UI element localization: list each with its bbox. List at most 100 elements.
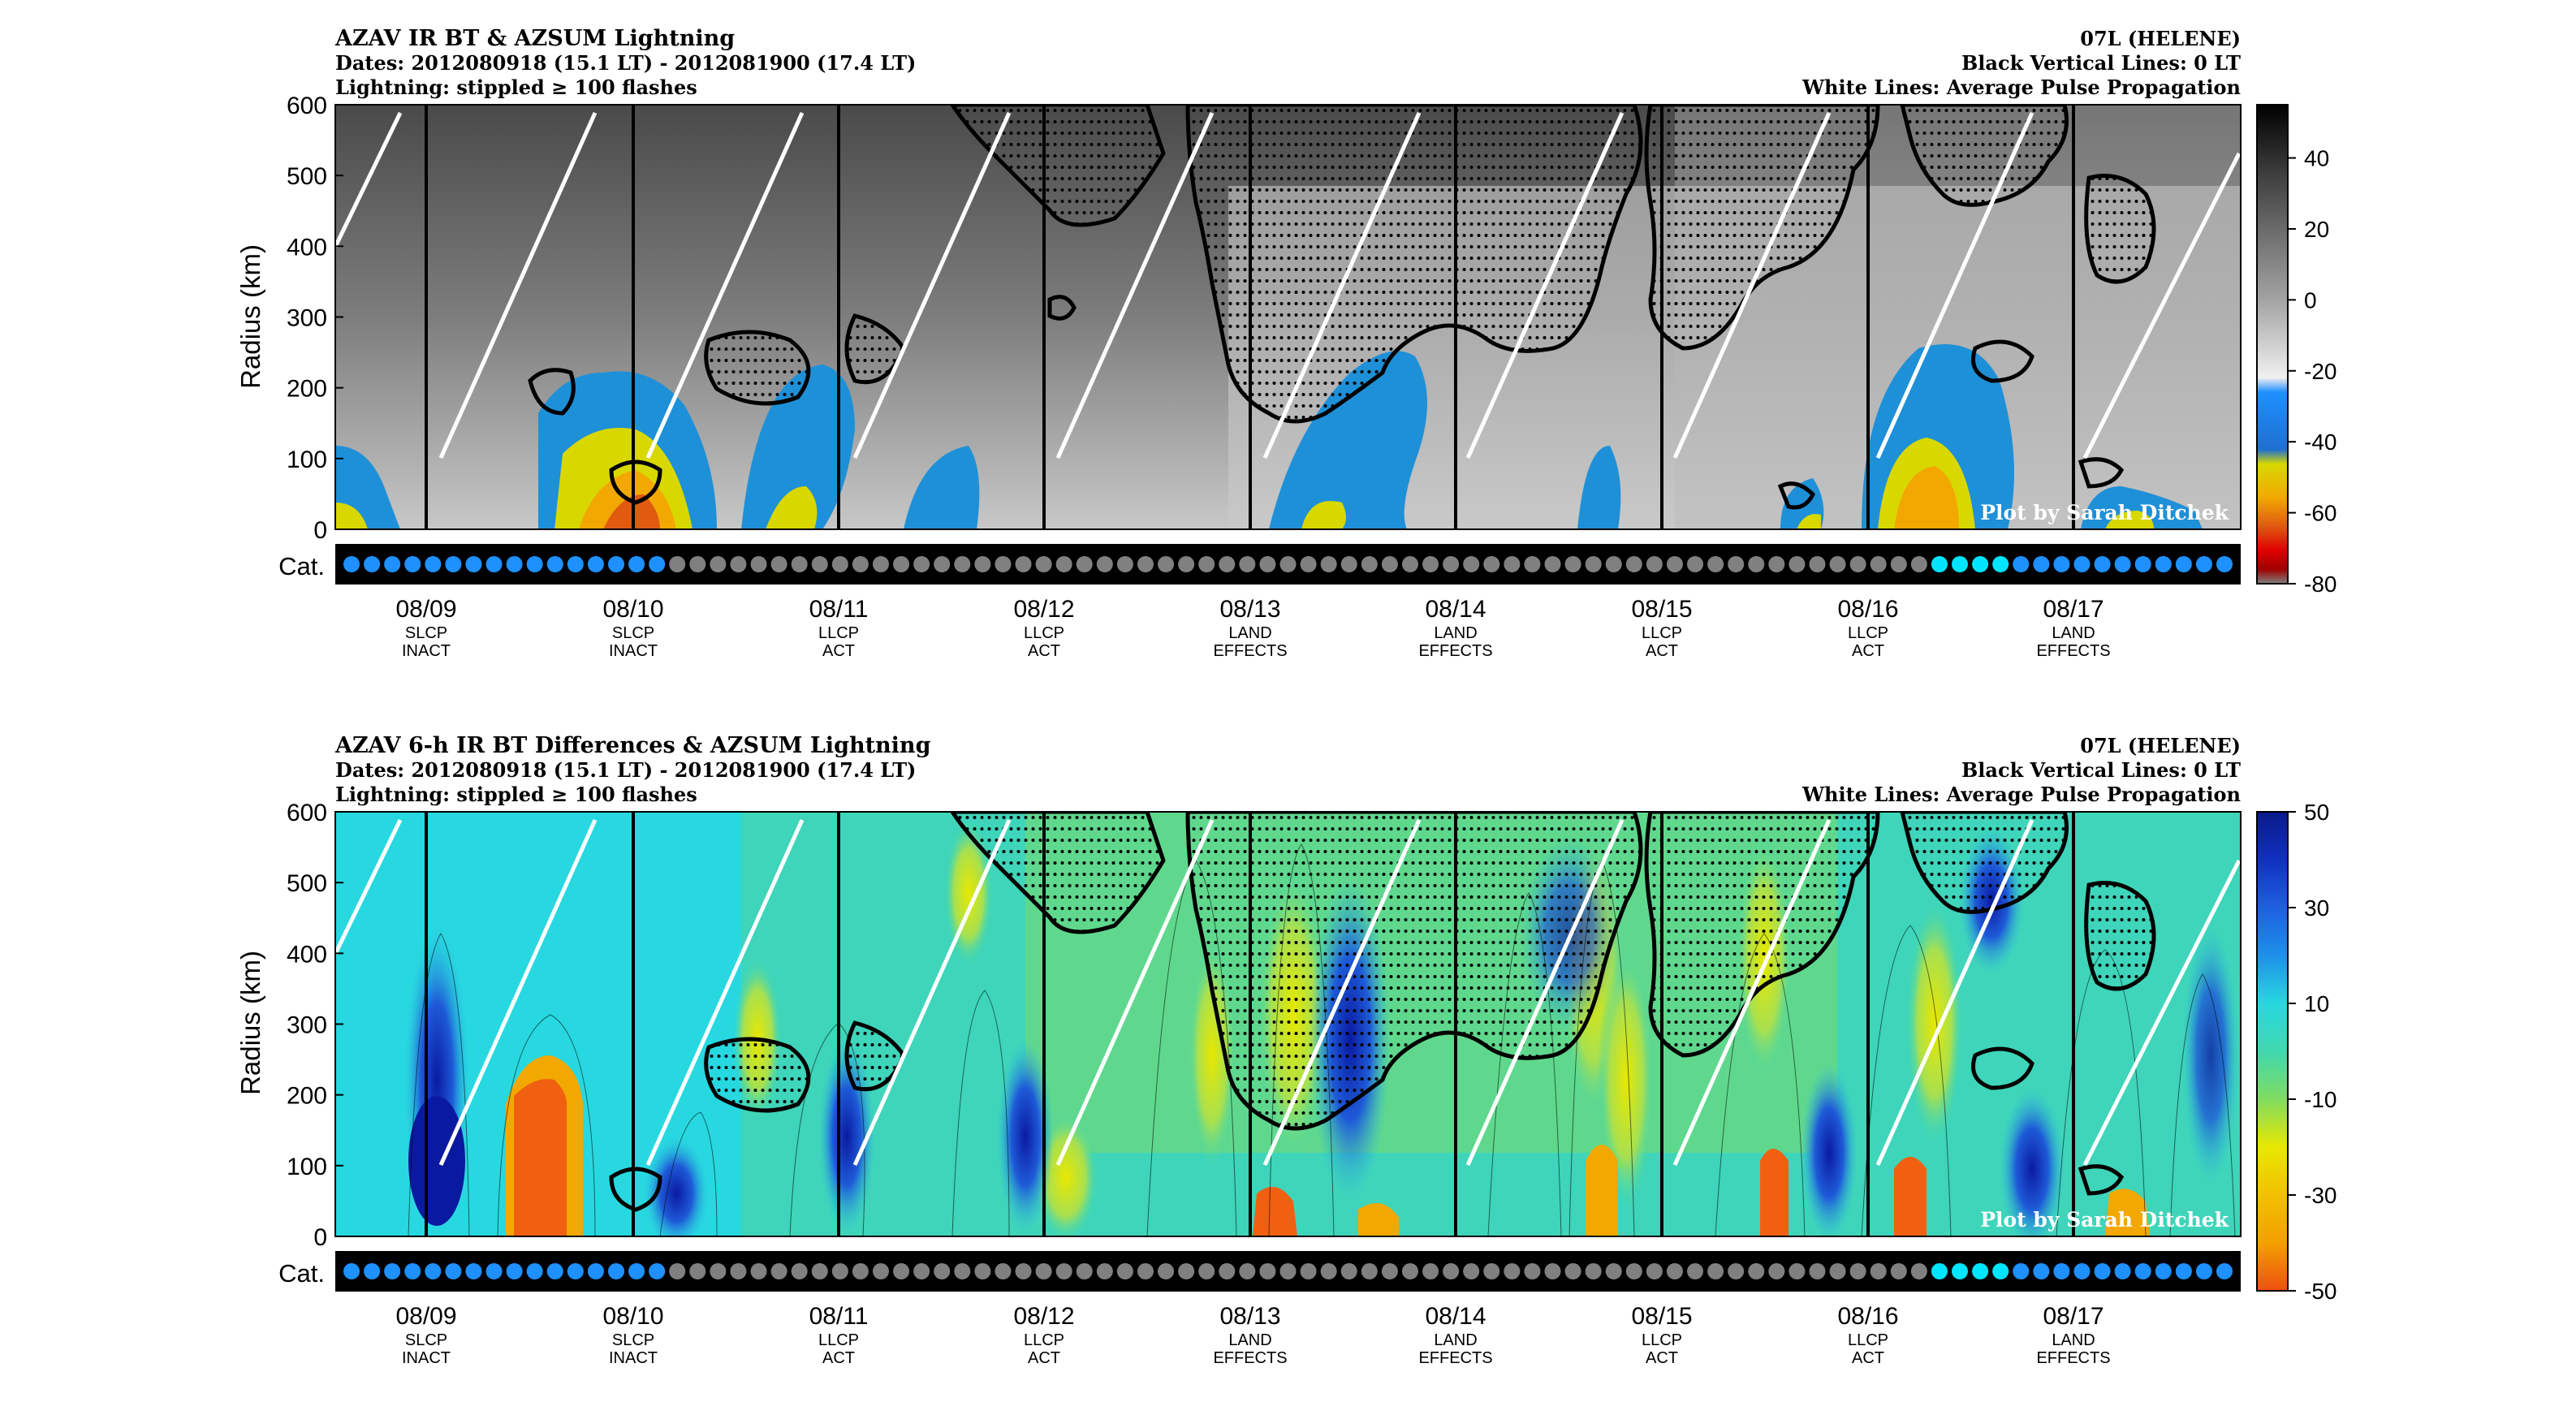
- category-dot: [730, 1263, 747, 1279]
- category-dot: [1585, 1263, 1602, 1279]
- category-dot: [2094, 556, 2111, 572]
- category-dot: [1829, 1263, 1846, 1279]
- category-dot: [425, 556, 442, 572]
- category-dot: [1931, 1263, 1948, 1279]
- category-dot: [1707, 1263, 1724, 1279]
- xtick-label: 08/12: [1013, 1303, 1074, 1330]
- category-dot: [995, 1263, 1012, 1279]
- xtick-sublabel-2: ACT: [822, 1349, 855, 1367]
- ytick-label: 100: [287, 446, 327, 473]
- category-dot: [934, 1263, 951, 1279]
- category-dot: [526, 1263, 543, 1279]
- category-dot: [1401, 556, 1418, 572]
- panel-2-yticks: 0 100 200 300 400 500 600: [287, 800, 343, 1251]
- xtick-label: 08/16: [1837, 596, 1898, 623]
- category-dot: [689, 556, 706, 572]
- category-dot: [913, 556, 930, 572]
- panel-1-xticks: 08/09SLCPINACT08/10SLCPINACT08/11LLCPACT…: [395, 576, 2111, 660]
- category-dot: [1585, 556, 1602, 572]
- category-dot: [1096, 1263, 1113, 1279]
- category-dot: [831, 1263, 848, 1279]
- panel-1-title: AZAV IR BT & AZSUM Lightning: [334, 26, 735, 51]
- category-dot: [506, 1263, 523, 1279]
- ytick-label: 400: [287, 941, 327, 968]
- category-dot: [1076, 1263, 1093, 1279]
- category-dot: [607, 1263, 624, 1279]
- category-dot: [1504, 1263, 1521, 1279]
- category-dot: [2073, 556, 2091, 572]
- category-dot: [995, 556, 1012, 572]
- category-dot: [1239, 556, 1256, 572]
- category-dot: [1035, 1263, 1052, 1279]
- category-dot: [954, 1263, 971, 1279]
- xtick-sublabel-1: LLCP: [1024, 1331, 1064, 1349]
- category-dot: [1401, 1263, 1418, 1279]
- xtick-sublabel-1: LAND: [1228, 1331, 1271, 1349]
- category-dot: [2033, 1263, 2050, 1279]
- category-dot: [546, 556, 563, 572]
- panel-1-dates: Dates: 2012080918 (15.1 LT) - 2012081900…: [335, 51, 916, 75]
- category-dot: [1544, 556, 1561, 572]
- category-dot: [506, 556, 523, 572]
- colorbar-tick-label: 40: [2304, 146, 2329, 171]
- category-dot: [2175, 1263, 2192, 1279]
- category-dot: [1544, 1263, 1561, 1279]
- category-dot: [384, 556, 401, 572]
- xtick-sublabel-1: LLCP: [1642, 624, 1682, 642]
- category-dot: [2155, 556, 2172, 572]
- category-dot: [1361, 556, 1378, 572]
- category-dot: [1972, 1263, 1989, 1279]
- xtick-sublabel-1: LLCP: [1848, 624, 1888, 642]
- category-dot: [1728, 556, 1745, 572]
- ytick-label: 0: [313, 517, 327, 544]
- category-dot: [1096, 556, 1113, 572]
- ytick-label: 100: [287, 1154, 327, 1180]
- category-dot: [1931, 556, 1948, 572]
- xtick-sublabel-2: ACT: [1646, 1349, 1678, 1367]
- category-dot: [1158, 556, 1175, 572]
- xtick-label: 08/14: [1425, 1303, 1486, 1330]
- category-dot: [1340, 556, 1357, 572]
- category-dot: [1605, 1263, 1622, 1279]
- xtick-label: 08/15: [1631, 596, 1692, 623]
- category-dot: [893, 1263, 910, 1279]
- xtick-sublabel-1: LAND: [1228, 624, 1271, 642]
- category-dot: [1707, 556, 1724, 572]
- colorbar-tick-label: -10: [2304, 1087, 2337, 1112]
- category-dot: [1748, 1263, 1765, 1279]
- xtick-sublabel-2: INACT: [609, 642, 658, 660]
- category-dot: [1910, 556, 1927, 572]
- category-dot: [1158, 1263, 1175, 1279]
- category-dot: [750, 556, 767, 572]
- xtick-sublabel-2: EFFECTS: [1213, 1349, 1287, 1367]
- category-dot: [1443, 556, 1460, 572]
- category-dot: [364, 1263, 381, 1279]
- category-dot: [567, 1263, 584, 1279]
- xtick-sublabel-1: LLCP: [1642, 1331, 1682, 1349]
- xtick-label: 08/12: [1013, 596, 1074, 623]
- panel-1-cat-label: Cat.: [278, 552, 325, 580]
- xtick-sublabel-1: LLCP: [818, 1331, 859, 1349]
- xtick-label: 08/16: [1837, 1303, 1898, 1330]
- panel-1-note-black: Black Vertical Lines: 0 LT: [1961, 51, 2241, 75]
- panel-2-xticks: 08/09SLCPINACT08/10SLCPINACT08/11LLCPACT…: [395, 1283, 2111, 1367]
- category-dot: [1504, 556, 1521, 572]
- panel-2-category-dots: [343, 1263, 2233, 1279]
- category-dot: [1972, 556, 1989, 572]
- category-dot: [1279, 556, 1297, 572]
- category-dot: [1076, 556, 1093, 572]
- colorbar-tick-label: 0: [2304, 287, 2317, 313]
- category-dot: [1687, 1263, 1704, 1279]
- category-dot: [465, 556, 482, 572]
- category-dot: [1625, 1263, 1642, 1279]
- category-dot: [1055, 556, 1072, 572]
- category-dot: [1198, 1263, 1215, 1279]
- xtick-label: 08/10: [602, 1303, 663, 1330]
- category-dot: [2053, 1263, 2070, 1279]
- ytick-label: 0: [313, 1224, 327, 1251]
- category-dot: [1381, 556, 1398, 572]
- xtick-sublabel-1: LAND: [1434, 624, 1477, 642]
- panel-1-heatmap: [335, 105, 2241, 529]
- panel-2-cat-label: Cat.: [278, 1259, 325, 1288]
